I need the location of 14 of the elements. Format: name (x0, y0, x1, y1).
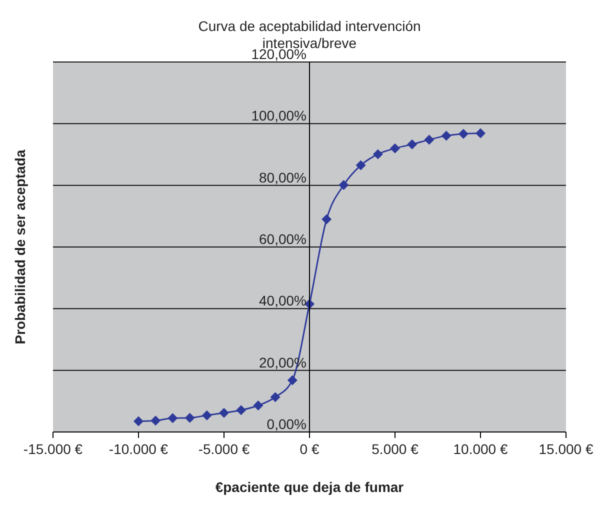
y-tick-label: 60,00% (259, 231, 306, 247)
x-axis-title: €paciente que deja de fumar (215, 479, 404, 495)
x-tick-label: 10.000 € (453, 440, 508, 457)
y-tick-label: 0,00% (266, 416, 306, 432)
x-tick-label: 0 € (300, 440, 320, 457)
x-tick-label: 5.000 € (372, 440, 419, 457)
x-tick-label: 15.000 € (538, 440, 594, 457)
x-tick-label: -5.000 € (198, 440, 250, 457)
y-tick-label: 100,00% (251, 108, 306, 124)
y-axis-title: Probabilidad de ser aceptada (12, 150, 28, 344)
y-tick-label: 40,00% (259, 292, 306, 309)
x-tick-label: -10.000 € (108, 440, 168, 457)
y-tick-label: 80,00% (259, 169, 306, 186)
x-tick-label: -15.000 € (23, 440, 83, 457)
